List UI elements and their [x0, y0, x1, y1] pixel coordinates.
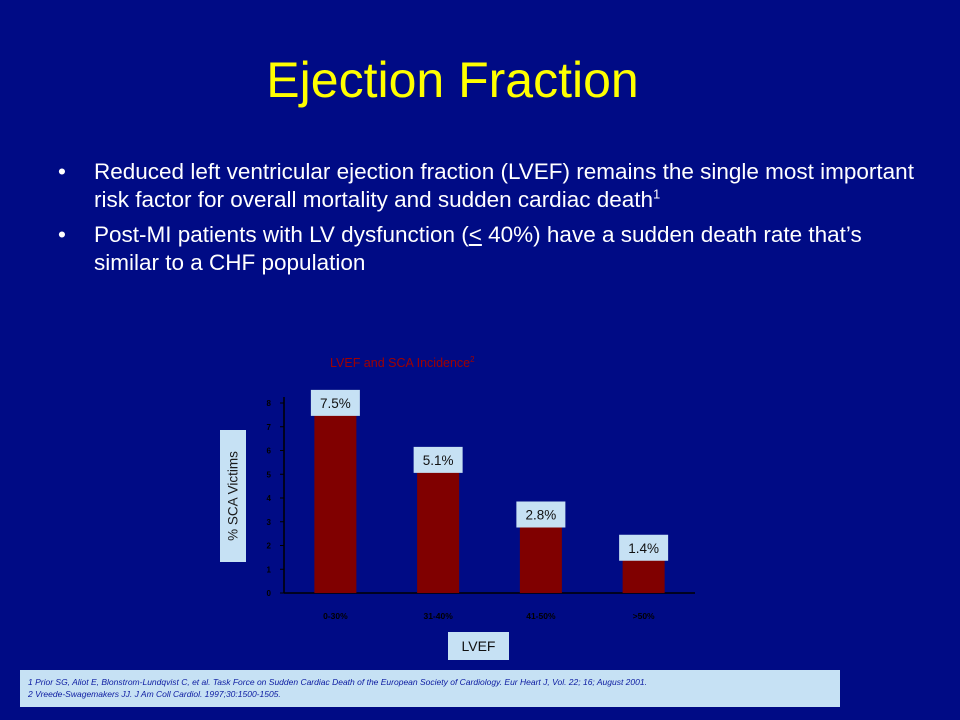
- y-axis-label-box: [220, 430, 246, 562]
- data-label-box: [619, 534, 669, 561]
- bullet-item-2: • Post-MI patients with LV dysfunction (…: [56, 221, 916, 277]
- bullet-text-before: Post-MI patients with LV dysfunction (: [94, 222, 469, 247]
- bar-1: [314, 414, 357, 593]
- data-label: 7.5%: [320, 396, 351, 411]
- y-tick-label: 2: [267, 542, 272, 551]
- data-label: 1.4%: [628, 541, 659, 556]
- data-label-box: [413, 446, 463, 473]
- chart-title-text: LVEF and SCA Incidence: [330, 356, 471, 370]
- y-tick-label: 0: [267, 589, 272, 598]
- data-label: 5.1%: [423, 453, 454, 468]
- y-tick-label: 6: [267, 447, 272, 456]
- reference-2: 2 Vreede-Swagemakers JJ. J Am Coll Cardi…: [28, 689, 281, 699]
- x-tick-label: 31-40%: [423, 611, 453, 621]
- y-tick-label: 1: [267, 565, 272, 574]
- bullet-text-after: 40%) have a sudden death rate that’s sim…: [94, 222, 862, 275]
- data-label-box: [516, 501, 566, 528]
- bullet-text: Reduced left ventricular ejection fracti…: [94, 159, 914, 212]
- bar-4: [622, 559, 665, 593]
- bar-2: [417, 471, 460, 593]
- less-equal-symbol: <: [468, 222, 482, 247]
- x-axis-label: LVEF: [448, 632, 509, 660]
- y-tick-label: 5: [267, 470, 272, 479]
- bullet-dot-icon: •: [58, 159, 66, 184]
- bullet-dot-icon: •: [58, 222, 66, 247]
- y-tick-label: 4: [267, 494, 272, 503]
- x-tick-label: 41-50%: [526, 611, 556, 621]
- bar-3: [519, 526, 562, 593]
- bullet-list: • Reduced left ventricular ejection frac…: [56, 158, 916, 284]
- reference-1: 1 Prior SG, Aliot E, Blonstrom-Lundqvist…: [28, 677, 647, 687]
- references-box: 1 Prior SG, Aliot E, Blonstrom-Lundqvist…: [20, 670, 840, 707]
- data-label: 2.8%: [525, 508, 556, 523]
- y-tick-label: 3: [267, 518, 272, 527]
- chart-title: LVEF and SCA Incidence2: [330, 354, 590, 370]
- y-tick-label: 7: [267, 423, 272, 432]
- y-tick-label: 8: [267, 399, 272, 408]
- x-tick-label: 0-30%: [323, 611, 348, 621]
- data-label-box: [310, 389, 360, 416]
- bullet-item-1: • Reduced left ventricular ejection frac…: [56, 158, 916, 214]
- chart-title-footnote: 2: [470, 354, 475, 364]
- footnote-marker: 1: [653, 186, 661, 202]
- slide-title: Ejection Fraction: [266, 52, 639, 108]
- x-tick-label: >50%: [633, 611, 655, 621]
